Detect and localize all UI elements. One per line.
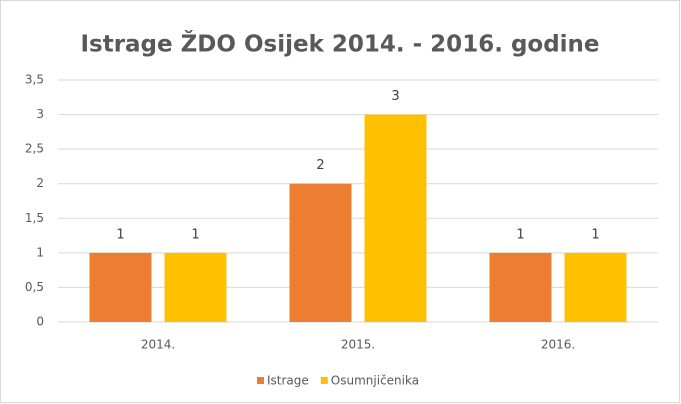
data-label: 2	[316, 158, 324, 173]
data-label: 3	[391, 89, 399, 104]
bar	[289, 183, 352, 322]
y-tick-label: 2,5	[25, 142, 44, 156]
legend-swatch	[257, 377, 264, 384]
y-tick-label: 0,5	[25, 280, 44, 294]
x-tick-label: 2015.	[341, 338, 375, 352]
y-tick-label: 3	[36, 107, 44, 121]
data-label: 1	[116, 227, 124, 242]
y-tick-label: 0	[36, 315, 44, 329]
x-tick-label: 2014.	[141, 338, 175, 352]
x-tick-label: 2016.	[541, 338, 575, 352]
bar	[89, 252, 152, 322]
chart-title: Istrage ŽDO Osijek 2014. - 2016. godine	[80, 30, 599, 58]
y-tick-label: 2	[36, 176, 44, 190]
bar	[364, 114, 427, 322]
bar	[164, 252, 227, 322]
bar	[489, 252, 552, 322]
y-tick-label: 1	[36, 245, 44, 259]
legend-label: Osumnjičenika	[331, 374, 419, 388]
data-label: 1	[191, 227, 199, 242]
y-tick-label: 1,5	[25, 211, 44, 225]
legend-swatch	[320, 377, 328, 384]
bar	[564, 252, 627, 322]
data-label: 1	[591, 227, 599, 242]
legend-label: Istrage	[267, 374, 309, 388]
data-label: 1	[516, 227, 524, 242]
y-tick-label: 3,5	[25, 73, 44, 87]
